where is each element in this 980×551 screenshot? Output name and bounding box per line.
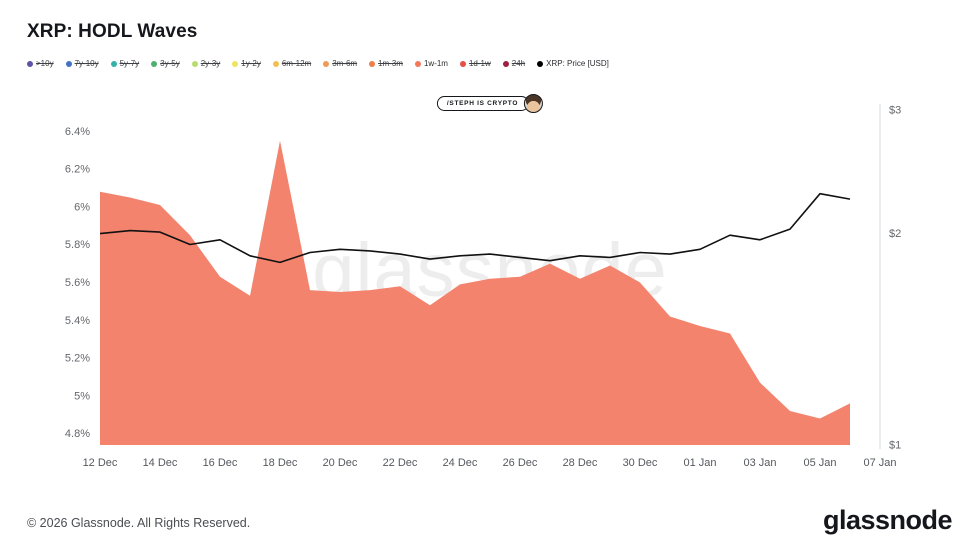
legend-item-1m-3m[interactable]: 1m-3m [369,59,403,68]
legend-item-label: 1y-2y [241,59,261,68]
legend-swatch-icon [151,60,158,67]
legend-item-6m-12m[interactable]: 6m-12m [272,59,312,68]
legend-swatch-icon [232,60,239,67]
legend-swatch-icon [272,60,279,67]
chart-plot-area[interactable] [100,110,880,445]
legend-item-5y-7y[interactable]: 5y-7y [110,59,140,68]
right-axis-tick-label: $2 [889,228,901,240]
left-axis-tick-label: 5.6% [65,277,90,289]
legend-item-label: 7y-10y [74,59,99,68]
left-axis-tick-label: 5% [74,390,90,402]
x-axis-tick-label: 30 Dec [623,457,658,469]
left-axis-tick-label: 5.4% [65,315,90,327]
legend-swatch-icon [65,60,72,67]
legend-swatch-icon [459,60,466,67]
page-title: XRP: HODL Waves [27,21,198,42]
right-axis-tick-label: $1 [889,440,901,452]
left-axis-tick-label: 4.8% [65,428,90,440]
hodl-wave-area-1w-1m[interactable] [100,140,850,446]
glassnode-logo: glassnode [822,505,953,535]
x-axis-tick-label: 20 Dec [323,457,358,469]
legend-item-1w-1m[interactable]: 1w-1m [414,59,448,68]
legend-swatch-icon [369,60,376,67]
legend-item-2y-3y[interactable]: 2y-3y [191,59,221,68]
author-badge: /STEPH IS CRYPTO [436,94,544,113]
legend-item-label: >10y [36,59,54,68]
x-axis-tick-label: 07 Jan [863,457,896,469]
left-axis-tick-label: 5.2% [65,353,90,365]
legend-item-1d-1w[interactable]: 1d-1w [459,59,491,68]
x-axis-tick-label: 28 Dec [563,457,598,469]
legend-item-label: 3y-5y [160,59,180,68]
left-axis-tick-label: 6% [74,201,90,213]
legend-swatch-icon [502,60,509,67]
legend-item-label: XRP: Price [USD] [546,59,609,68]
price-line[interactable] [99,192,851,264]
x-axis-tick-label: 14 Dec [143,457,178,469]
right-axis-tick-label: $3 [889,105,901,117]
x-axis-tick-label: 26 Dec [503,457,538,469]
legend-item-label: 2y-3y [200,59,221,68]
legend-item-label: 6m-12m [281,59,312,68]
x-axis-tick-label: 24 Dec [443,457,478,469]
left-axis-tick-label: 5.8% [65,239,90,251]
legend-item-xrp-price-usd[interactable]: XRP: Price [USD] [537,59,609,68]
legend-swatch-icon [414,60,421,67]
legend-swatch-icon [110,60,117,67]
left-axis-tick-label: 6.4% [65,126,90,138]
legend-item-label: 24h [511,59,526,68]
x-axis-tick-label: 16 Dec [203,457,238,469]
x-axis-tick-label: 18 Dec [263,457,298,469]
author-badge-label: /STEPH IS CRYPTO [436,96,530,111]
legend-swatch-icon [191,60,198,67]
legend-item-label: 3m-6m [332,59,358,68]
legend-item-label: 1w-1m [423,59,448,68]
x-axis-tick-label: 12 Dec [83,457,118,469]
legend: >10y 7y-10y 5y-7y 3y-5y 2y-3y 1y-2y 6m-12m 3m-6… [27,59,609,68]
legend-item-3m-6m[interactable]: 3m-6m [323,59,357,68]
legend-item-label: 1d-1w [468,59,491,68]
left-axis-tick-label: 6.2% [65,164,90,176]
x-axis-tick-label: 01 Jan [683,457,716,469]
legend-item-3y-5y[interactable]: 3y-5y [151,59,180,68]
x-axis-tick-label: 05 Jan [803,457,836,469]
x-axis-tick-label: 03 Jan [743,457,776,469]
legend-item-1y-2y[interactable]: 1y-2y [232,59,261,68]
legend-swatch-icon [537,60,544,67]
legend-item-7y-10y[interactable]: 7y-10y [65,59,99,68]
copyright-text: © 2026 Glassnode. All Rights Reserved. [27,516,251,530]
author-avatar [524,94,544,113]
legend-item-label: 1m-3m [378,59,403,68]
legend-item-label: 5y-7y [119,59,140,68]
legend-swatch-icon [323,60,330,67]
x-axis-tick-label: 22 Dec [383,457,418,469]
legend-item-10y[interactable]: >10y [27,59,54,68]
legend-item-24h[interactable]: 24h [502,59,526,68]
legend-swatch-icon [27,60,33,67]
